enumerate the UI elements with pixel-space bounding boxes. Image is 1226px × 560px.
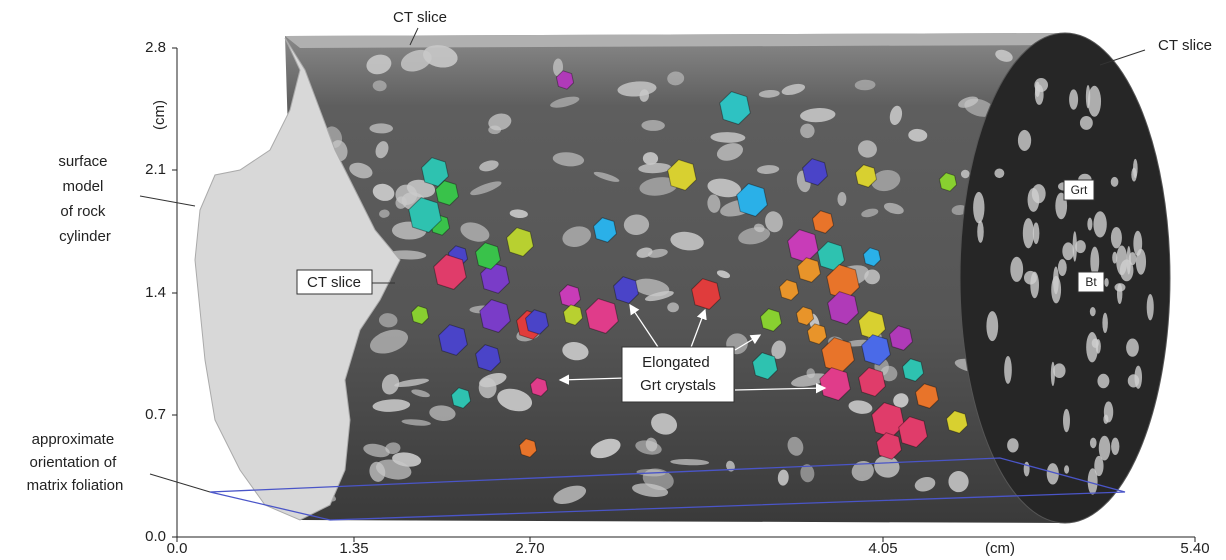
y-tick-label: 2.8 — [145, 39, 166, 56]
grain — [1030, 272, 1039, 299]
y-tick-label: 0.0 — [145, 528, 166, 545]
grain — [1018, 130, 1031, 151]
x-tick-label: 5.40 — [1180, 540, 1209, 557]
label-line: approximate — [32, 431, 115, 448]
grain — [1064, 465, 1069, 473]
x-tick-label: 0.0 — [167, 540, 188, 557]
grain — [1131, 168, 1136, 182]
grain — [1093, 211, 1106, 237]
grain — [1090, 307, 1096, 316]
y-tick-label: 1.4 — [145, 284, 166, 301]
bt-label: Bt — [1085, 275, 1097, 289]
label-line: of rock — [60, 203, 106, 220]
surface-model-label: surface model of rock cylinder — [58, 153, 111, 245]
label-line: cylinder — [59, 228, 111, 245]
grain — [1024, 462, 1030, 477]
grain — [1129, 252, 1137, 265]
grain — [1117, 284, 1122, 305]
grain — [1134, 366, 1142, 389]
grain — [1111, 177, 1119, 187]
y-axis-label: (cm) — [151, 100, 168, 130]
grt-label: Grt — [1071, 183, 1088, 197]
grain — [1010, 257, 1023, 282]
ct-slice-left-label: CT slice — [307, 274, 361, 291]
grain — [1032, 184, 1046, 203]
grain — [1086, 85, 1090, 108]
grain — [1073, 231, 1077, 261]
grain — [1035, 82, 1040, 97]
grain — [1104, 278, 1108, 287]
foliation-label: approximate orientation of matrix foliat… — [27, 431, 124, 494]
x-tick-label: 4.05 — [868, 540, 897, 557]
x-axis-label: (cm) — [985, 540, 1015, 557]
grain — [1112, 252, 1117, 264]
grain — [1126, 339, 1139, 357]
grain — [1147, 294, 1154, 320]
x-tick-label: 2.70 — [515, 540, 544, 557]
label-line: orientation of — [30, 454, 118, 471]
grain — [1053, 363, 1065, 378]
grain — [1087, 218, 1092, 231]
grain — [1080, 116, 1093, 130]
figure: (cm) (cm) CT slice CT slice CT slice sur… — [0, 0, 1226, 560]
grain — [1053, 266, 1059, 294]
label-line: model — [62, 178, 103, 195]
grain — [977, 221, 984, 243]
grain — [1088, 468, 1098, 494]
label-line: matrix foliation — [27, 477, 124, 494]
grain — [1007, 438, 1018, 452]
ct-slice-right-label: CT slice — [1158, 37, 1212, 54]
leader — [140, 196, 195, 206]
label-line: Elongated — [642, 354, 710, 371]
grain — [1023, 218, 1034, 248]
x-tick-label: 1.35 — [339, 540, 368, 557]
grain — [1103, 415, 1108, 425]
grain — [1111, 227, 1122, 248]
grain — [986, 311, 998, 341]
y-tick-label: 0.7 — [145, 406, 166, 423]
grain — [1058, 259, 1067, 276]
grain — [1096, 339, 1101, 353]
label-line: surface — [58, 153, 107, 170]
grain — [1069, 89, 1078, 109]
grain — [667, 302, 679, 312]
cylinder-body — [285, 33, 1065, 523]
grain — [1004, 356, 1012, 384]
ct-slice-end — [960, 33, 1170, 523]
grain — [1063, 409, 1070, 432]
grain — [1062, 242, 1074, 260]
grain — [1102, 313, 1108, 333]
ct-slice-top-label: CT slice — [393, 9, 447, 26]
grain — [1090, 438, 1097, 449]
grain — [994, 168, 1004, 178]
grain — [1136, 249, 1146, 275]
y-tick-label: 2.1 — [145, 161, 166, 178]
label-line: Grt crystals — [640, 377, 716, 394]
leader — [150, 474, 210, 492]
grain — [973, 192, 984, 223]
grain — [1033, 222, 1040, 244]
grain — [1111, 438, 1119, 455]
grain — [1097, 374, 1109, 389]
